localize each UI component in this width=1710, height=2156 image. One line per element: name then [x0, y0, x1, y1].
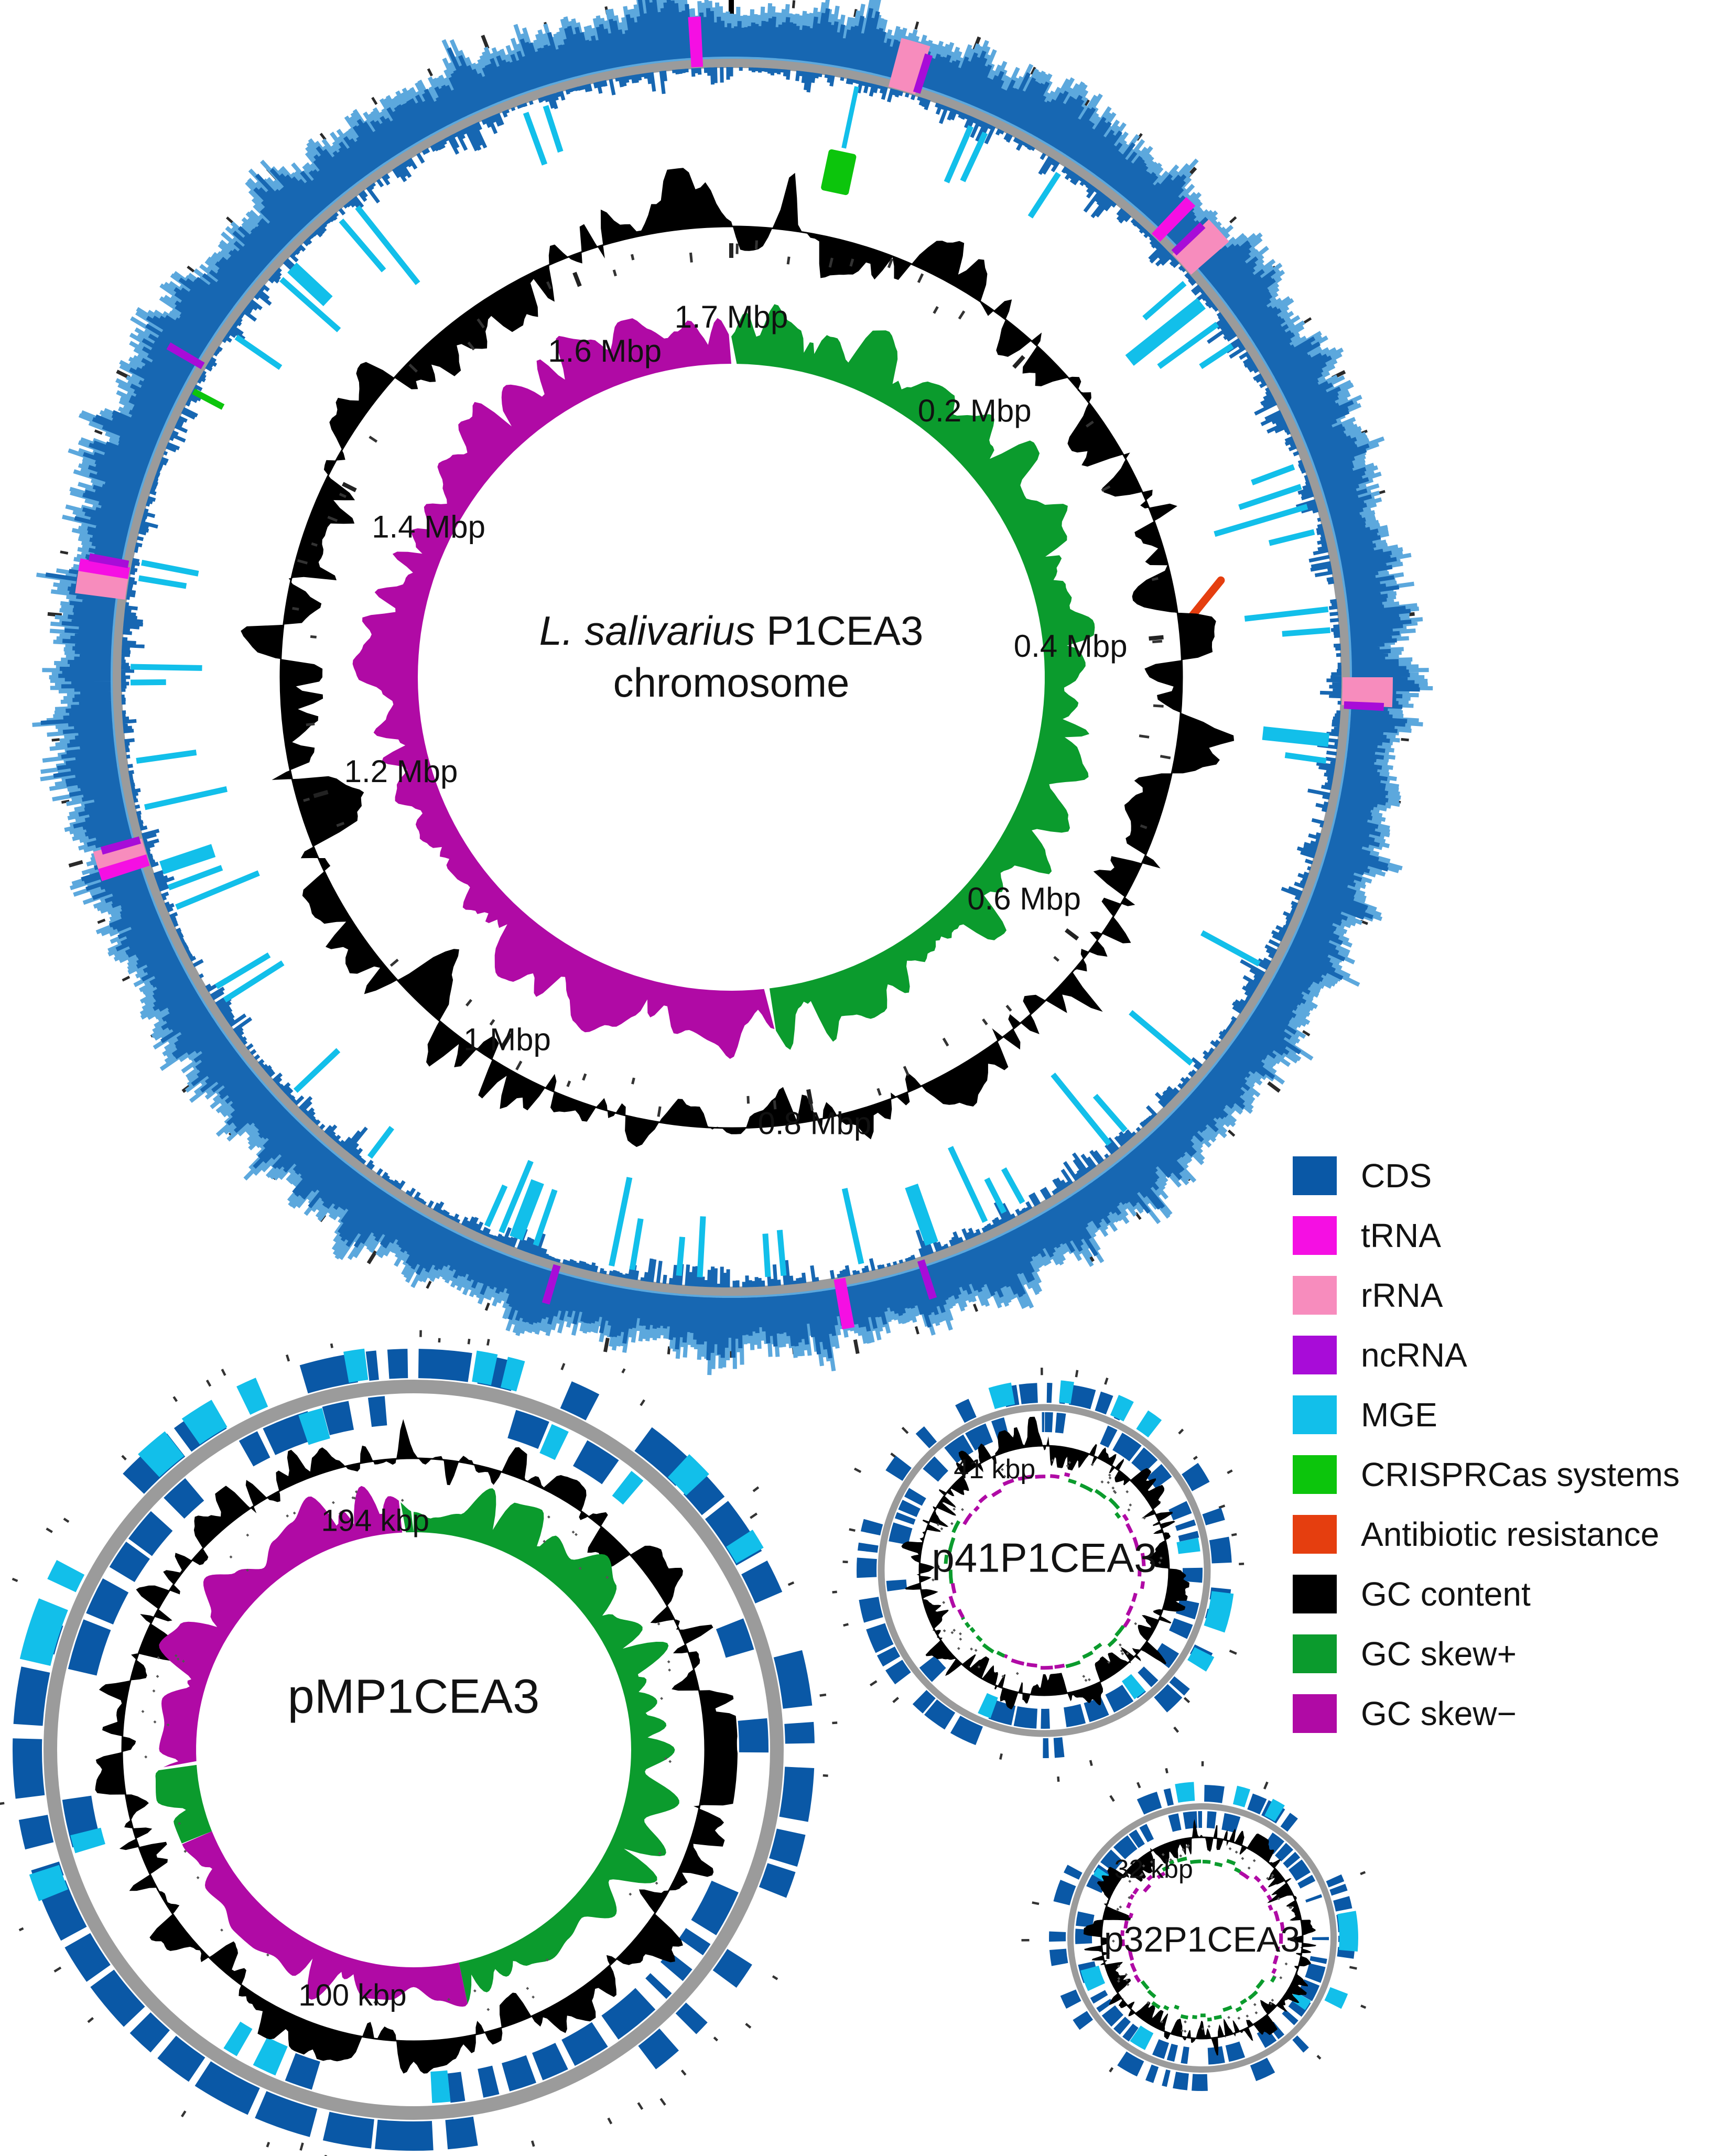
legend-swatch-amr — [1293, 1515, 1337, 1554]
legend-label-amr: Antibiotic resistance — [1361, 1515, 1660, 1553]
legend-item-trna: tRNA — [1293, 1206, 1680, 1265]
p32P1CEA3-map: 32 kbp — [1021, 1761, 1367, 2091]
chromosome-tick-label-1: 1 Mbp — [463, 1022, 551, 1057]
pMP1CEA3-size-label: 194 kbp — [321, 1503, 429, 1537]
legend-item-rrna: rRNA — [1293, 1265, 1680, 1325]
strain-name: P1CEA3 — [755, 607, 924, 654]
legend-label-gc-content: GC content — [1361, 1575, 1531, 1613]
legend-swatch-trna — [1293, 1216, 1337, 1255]
legend-swatch-mge — [1293, 1395, 1337, 1434]
chromosome-center-label: L. salivarius P1CEA3 chromosome — [539, 605, 924, 709]
pmp1cea3-center-label: pMP1CEA3 — [287, 1670, 540, 1724]
legend-label-cds: CDS — [1361, 1157, 1432, 1195]
p41p1cea3-center-label: p41P1CEA3 — [932, 1534, 1157, 1581]
legend-swatch-cds — [1293, 1156, 1337, 1195]
legend-item-mge: MGE — [1293, 1385, 1680, 1445]
chromosome-tick-label-1.6: 1.6 Mbp — [548, 333, 662, 369]
legend-label-mge: MGE — [1361, 1396, 1437, 1434]
legend-swatch-gc-skew-minus — [1293, 1694, 1337, 1733]
legend-label-trna: tRNA — [1361, 1217, 1441, 1254]
legend-swatch-gc-skew-plus — [1293, 1634, 1337, 1673]
chromosome-tick-label-1.4: 1.4 Mbp — [372, 510, 485, 545]
legend-swatch-crispr — [1293, 1455, 1337, 1494]
legend-label-crispr: CRISPRCas systems — [1361, 1456, 1680, 1493]
legend: CDS tRNA rRNA ncRNA MGE CRISPRCas systems Anti… — [1293, 1146, 1680, 1743]
legend-label-ncrna: ncRNA — [1361, 1336, 1467, 1374]
pMP1CEA3-map: 194 kbp 100 kbp — [0, 1330, 838, 2156]
chromosome-tick-label-1.7: 1.7 Mbp — [675, 299, 788, 334]
legend-item-crispr: CRISPRCas systems — [1293, 1445, 1680, 1504]
chromosome-map: 0.2 Mbp 0.4 Mbp 0.6 Mbp 0.8 Mbp 1 Mbp 1.2 Mbp… — [32, 0, 1433, 1375]
legend-item-gc-skew-minus: GC skew− — [1293, 1684, 1680, 1743]
legend-label-gc-skew-plus: GC skew+ — [1361, 1635, 1517, 1673]
species-name: L. salivarius — [539, 607, 755, 654]
chromosome-tick-label-1.2: 1.2 Mbp — [344, 754, 458, 789]
p32P1CEA3-size-label: 32 kbp — [1114, 1855, 1193, 1884]
legend-label-gc-skew-minus: GC skew− — [1361, 1695, 1517, 1732]
chromosome-tick-label-0.8: 0.8 Mbp — [758, 1106, 872, 1141]
chromosome-tick-label-0.2: 0.2 Mbp — [918, 393, 1032, 428]
legend-swatch-gc-content — [1293, 1575, 1337, 1613]
legend-label-rrna: rRNA — [1361, 1276, 1443, 1314]
legend-item-amr: Antibiotic resistance — [1293, 1504, 1680, 1564]
legend-item-ncrna: ncRNA — [1293, 1325, 1680, 1385]
p41P1CEA3-size-label: 41 kbp — [954, 1454, 1035, 1485]
legend-swatch-rrna — [1293, 1276, 1337, 1315]
chromosome-tick-label-0.4: 0.4 Mbp — [1014, 629, 1128, 664]
p41P1CEA3-map: 41 kbp — [832, 1368, 1244, 1782]
p32p1cea3-center-label: p32P1CEA3 — [1103, 1920, 1301, 1959]
chromosome-tick-label-0.6: 0.6 Mbp — [967, 881, 1081, 916]
pMP1CEA3-size-label: 100 kbp — [298, 1978, 406, 2012]
chromosome-title-line2: chromosome — [613, 659, 850, 706]
legend-item-cds: CDS — [1293, 1146, 1680, 1206]
chromosome-title-line1: L. salivarius P1CEA3 — [539, 605, 924, 657]
legend-swatch-ncrna — [1293, 1336, 1337, 1374]
crispr-block — [821, 149, 857, 196]
legend-item-gc-skew-plus: GC skew+ — [1293, 1624, 1680, 1684]
legend-item-gc-content: GC content — [1293, 1564, 1680, 1624]
